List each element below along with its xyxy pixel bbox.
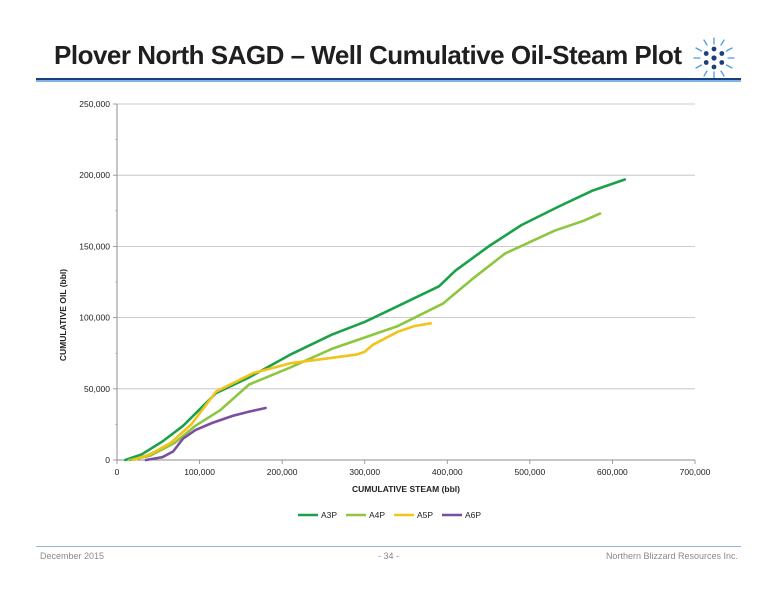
- chart-svg: 0 50,000 100,000 150,000 200,000 250,000 0 100,…: [58, 99, 711, 520]
- footer-page-number: - 34 -: [378, 551, 400, 561]
- footer-rule: [36, 546, 741, 547]
- legend-label-a3p: A3P: [321, 510, 337, 520]
- x-tick-label: 400,000: [432, 467, 463, 477]
- x-tick-label: 600,000: [597, 467, 628, 477]
- series-line-a5p: [132, 322, 433, 462]
- header-rule: [36, 78, 741, 82]
- snowflake-icon: [692, 36, 736, 80]
- x-tick-label: 300,000: [349, 467, 380, 477]
- y-tick-label: 0: [105, 455, 110, 465]
- series-line-a6p: [144, 406, 267, 462]
- series-lines: [124, 178, 627, 462]
- legend-label-a6p: A6P: [465, 510, 481, 520]
- y-tick-label: 200,000: [79, 170, 110, 180]
- tick-labels: 0 50,000 100,000 150,000 200,000 250,000 0 100,…: [79, 99, 710, 477]
- legend-label-a5p: A5P: [417, 510, 433, 520]
- series-line-a3p: [124, 178, 627, 462]
- slide-title: Plover North SAGD – Well Cumulative Oil-…: [54, 40, 682, 70]
- y-tick-label: 50,000: [84, 384, 110, 394]
- x-tick-label: 500,000: [514, 467, 545, 477]
- footer-company: Northern Blizzard Resources Inc.: [605, 551, 738, 561]
- axes: [113, 103, 696, 464]
- chart: 0 50,000 100,000 150,000 200,000 250,000 0 100,…: [0, 90, 776, 540]
- grid-lines: [117, 103, 695, 390]
- y-tick-label: 100,000: [79, 313, 110, 323]
- x-axis-label: CUMULATIVE STEAM (bbl): [352, 484, 460, 494]
- x-tick-label: 200,000: [267, 467, 298, 477]
- y-tick-label: 150,000: [79, 241, 110, 251]
- x-tick-label: 0: [115, 467, 120, 477]
- legend: A3P A4P A5P A6P: [298, 510, 481, 520]
- x-tick-label: 700,000: [680, 467, 711, 477]
- footer-date: December 2015: [40, 551, 105, 561]
- y-tick-label: 250,000: [79, 99, 110, 109]
- legend-label-a4p: A4P: [369, 510, 385, 520]
- series-line-a4p: [128, 212, 602, 462]
- x-tick-label: 100,000: [184, 467, 215, 477]
- y-axis-label: CUMULATIVE OIL (bbl): [58, 269, 68, 361]
